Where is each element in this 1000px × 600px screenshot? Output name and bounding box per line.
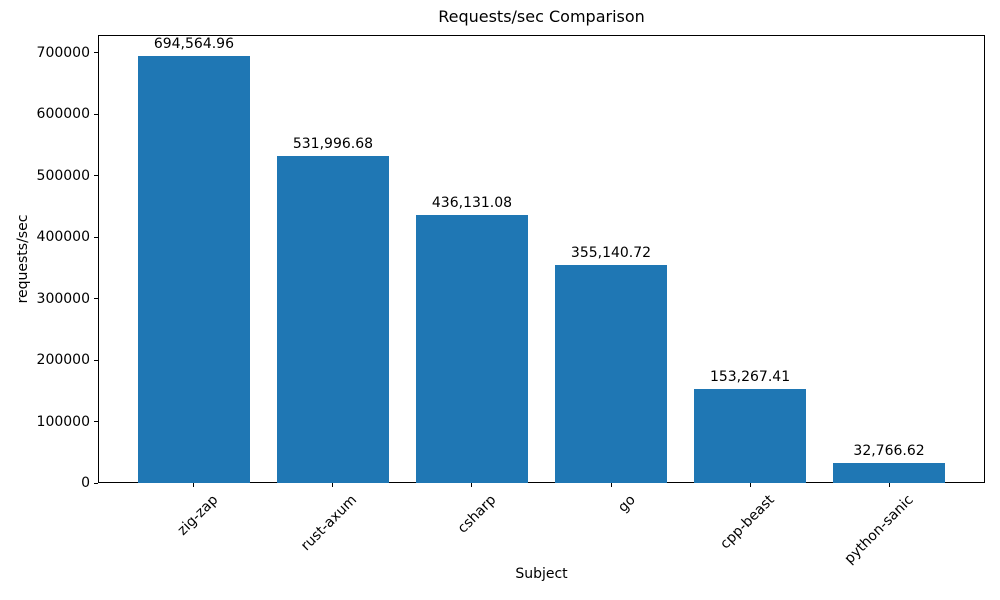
bar <box>555 264 667 483</box>
x-tick-mark <box>610 483 612 487</box>
bar-value-label: 32,766.62 <box>853 442 925 459</box>
x-tick-mark <box>332 483 334 487</box>
x-tick-label: cpp-beast <box>716 492 778 553</box>
y-tick-mark <box>94 236 98 238</box>
bar-value-label: 355,140.72 <box>570 244 652 261</box>
bar <box>277 156 389 483</box>
y-tick-label: 100000 <box>36 413 90 430</box>
x-tick-mark <box>193 483 195 487</box>
bar <box>694 388 806 483</box>
y-tick-label: 400000 <box>36 229 90 246</box>
y-tick-label: 500000 <box>36 167 90 184</box>
bar-value-label: 694,564.96 <box>153 36 234 53</box>
bar-value-label: 153,267.41 <box>709 368 791 385</box>
x-tick-mark <box>471 483 473 487</box>
y-tick-label: 200000 <box>36 352 90 369</box>
y-tick-label: 300000 <box>36 290 90 307</box>
bar <box>833 462 945 483</box>
y-tick-mark <box>94 175 98 177</box>
bar-value-label: 436,131.08 <box>431 195 513 212</box>
y-tick-mark <box>94 359 98 361</box>
x-tick-label: python-sanic <box>841 492 917 568</box>
y-tick-mark <box>94 482 98 484</box>
chart-title: Requests/sec Comparison <box>438 7 645 26</box>
x-tick-label: go <box>614 492 639 516</box>
y-tick-mark <box>94 52 98 54</box>
x-tick-mark <box>888 483 890 487</box>
x-tick-label: rust-axum <box>298 492 361 555</box>
bar-value-label: 531,996.68 <box>292 136 374 153</box>
y-tick-mark <box>94 113 98 115</box>
y-tick-mark <box>94 298 98 300</box>
x-tick-mark <box>749 483 751 487</box>
y-tick-mark <box>94 421 98 423</box>
x-tick-label: csharp <box>454 492 500 537</box>
y-tick-label: 0 <box>81 475 90 491</box>
x-tick-label: zig-zap <box>174 492 222 539</box>
y-tick-label: 600000 <box>36 106 90 123</box>
x-axis-label: Subject <box>515 566 568 582</box>
y-tick-label: 700000 <box>36 44 90 61</box>
bar <box>416 215 528 483</box>
bar <box>138 56 250 483</box>
